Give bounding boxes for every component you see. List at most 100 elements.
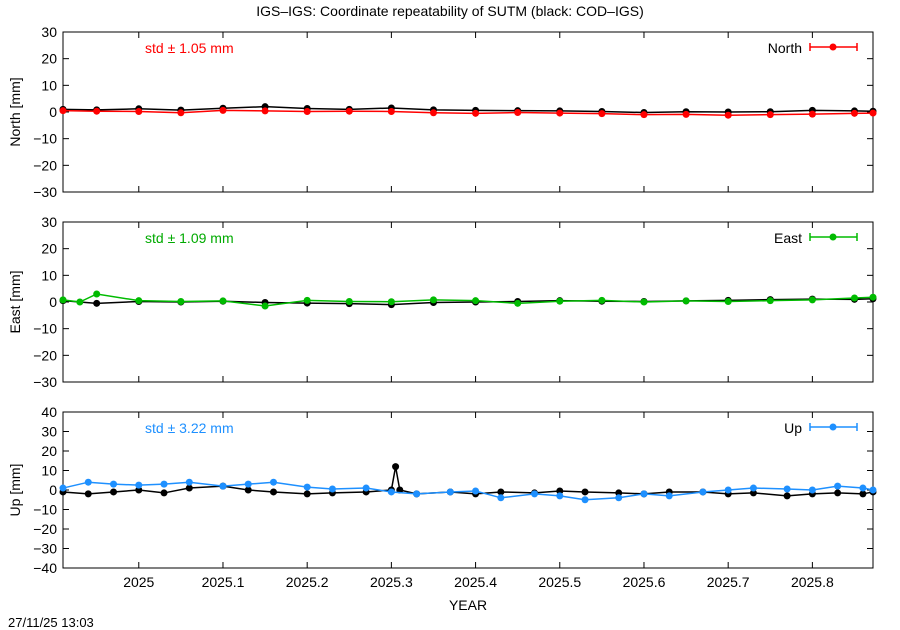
y-tick-label: 30	[41, 214, 57, 230]
std-label: std ± 3.22 mm	[145, 420, 234, 436]
y-tick-label: 10	[41, 267, 57, 283]
data-point	[850, 294, 858, 302]
y-tick-label: −40	[33, 560, 57, 576]
data-point	[328, 485, 336, 493]
data-point	[59, 484, 67, 492]
data-point	[413, 490, 421, 498]
data-point	[362, 484, 370, 492]
data-point	[834, 489, 842, 497]
data-point	[615, 489, 623, 497]
data-point	[303, 107, 311, 115]
data-point	[303, 483, 311, 491]
data-point	[834, 482, 842, 490]
x-tick-label: 2025.1	[202, 574, 245, 590]
y-axis-label: East [mm]	[7, 270, 23, 333]
data-point	[135, 297, 143, 305]
data-point	[808, 110, 816, 118]
x-tick-label: 2025.4	[454, 574, 497, 590]
data-point	[185, 484, 193, 492]
y-tick-label: −20	[33, 521, 57, 537]
data-point	[598, 110, 606, 118]
data-point	[497, 488, 505, 496]
data-point	[269, 488, 277, 496]
data-point	[556, 109, 564, 117]
data-point	[93, 290, 101, 298]
data-point	[497, 494, 505, 502]
data-point	[556, 492, 564, 500]
data-point	[615, 494, 623, 502]
data-point	[345, 107, 353, 115]
y-tick-label: 20	[41, 241, 57, 257]
data-point	[303, 490, 311, 498]
data-point	[93, 107, 101, 115]
y-tick-label: −30	[33, 374, 57, 390]
data-point	[531, 490, 539, 498]
legend-marker	[829, 43, 837, 51]
panel-up: 40 30 20 10 0 −10 −20 −30 −40 2025 2025.1 2025.2 202…	[7, 404, 877, 590]
data-point	[261, 107, 269, 115]
x-axis-label: YEAR	[449, 597, 487, 613]
data-point	[84, 478, 92, 486]
data-point	[808, 486, 816, 494]
data-point	[556, 487, 564, 495]
data-point	[219, 106, 227, 114]
data-point	[859, 490, 867, 498]
data-point	[219, 297, 227, 305]
y-tick-label: 30	[41, 424, 57, 440]
data-point	[160, 489, 168, 497]
data-point	[682, 110, 690, 118]
data-point	[387, 488, 395, 496]
data-point	[850, 109, 858, 117]
data-point	[219, 482, 227, 490]
x-tick-label: 2025.8	[791, 574, 834, 590]
data-point	[185, 478, 193, 486]
data-point	[808, 296, 816, 304]
y-axis-label: Up [mm]	[7, 464, 23, 517]
data-point	[869, 109, 877, 117]
data-point	[177, 109, 185, 117]
legend-label: East	[774, 230, 802, 246]
chart-title: IGS–IGS: Coordinate repeatability of SUT…	[256, 3, 643, 19]
data-point	[783, 492, 791, 500]
std-label: std ± 1.05 mm	[145, 40, 234, 56]
data-point	[303, 296, 311, 304]
y-tick-label: −10	[33, 321, 57, 337]
data-point	[665, 492, 673, 500]
data-point	[59, 296, 67, 304]
panels: 30 20 10 0 −10 −20 −30 North [mm] std ± 1.05 mm N…	[7, 24, 877, 590]
data-point	[244, 486, 252, 494]
data-point	[514, 299, 522, 307]
data-point	[387, 298, 395, 306]
data-point	[640, 298, 648, 306]
data-point	[110, 488, 118, 496]
legend-marker	[829, 233, 837, 241]
y-tick-label: 10	[41, 77, 57, 93]
data-point	[392, 463, 400, 471]
data-point	[869, 293, 877, 301]
data-point	[581, 488, 589, 496]
y-tick-label: 20	[41, 443, 57, 459]
y-tick-label: 20	[41, 51, 57, 67]
series-line	[62, 105, 874, 114]
data-point	[472, 487, 480, 495]
data-point	[581, 496, 589, 504]
data-point	[135, 486, 143, 494]
y-tick-label: −20	[33, 347, 57, 363]
data-point	[640, 111, 648, 119]
data-point	[724, 297, 732, 305]
data-point	[859, 484, 867, 492]
legend-label: North	[768, 40, 802, 56]
x-tick-label: 2025.5	[538, 574, 581, 590]
y-tick-label: 0	[49, 482, 57, 498]
data-point	[269, 478, 277, 486]
legend-marker	[829, 423, 837, 431]
panel-east: 30 20 10 0 −10 −20 −30 East [mm] std ± 1.09 mm Ea…	[7, 214, 877, 390]
data-point	[556, 297, 564, 305]
data-point	[93, 299, 101, 307]
series-line	[62, 293, 874, 307]
data-point	[682, 297, 690, 305]
x-tick-label: 2025.7	[707, 574, 750, 590]
data-point	[429, 296, 437, 304]
timestamp: 27/11/25 13:03	[8, 615, 94, 630]
y-tick-label: −30	[33, 541, 57, 557]
